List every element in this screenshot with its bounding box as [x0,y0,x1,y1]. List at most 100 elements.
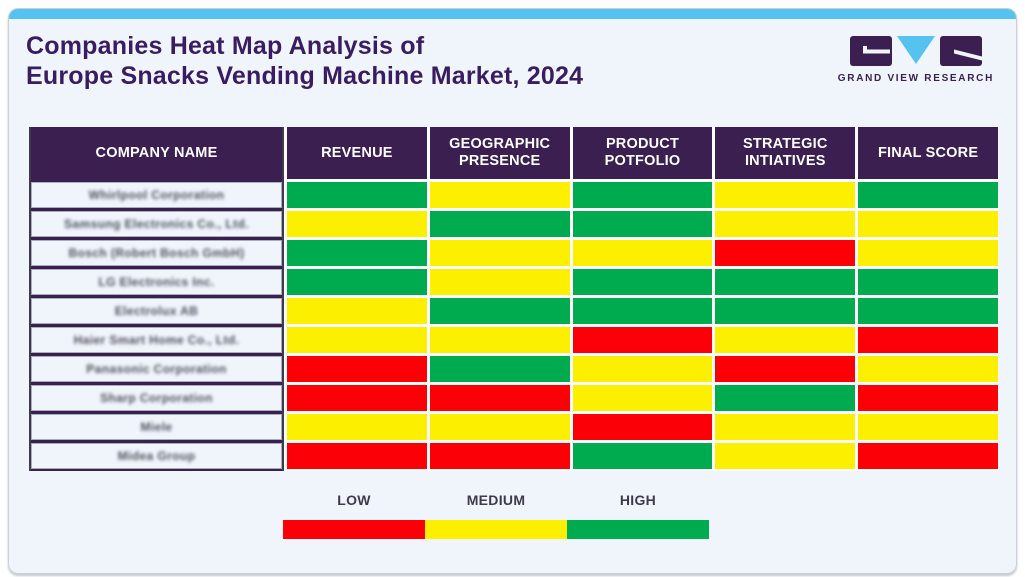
company-name: Whirlpool Corporation [88,188,225,202]
heat-cell-high [572,211,713,237]
company-name-cell: Midea Group [31,440,282,471]
company-name: Samsung Electronics Co., Ltd. [64,217,249,231]
heat-cell-medium [287,414,427,440]
title-line-2: Europe Snacks Vending Machine Market, 20… [26,62,584,90]
heat-cell-high [572,443,713,469]
company-name: Electrolux AB [114,304,199,318]
heat-cell-high [858,269,998,295]
company-name: LG Electronics Inc. [98,275,215,289]
company-name-cell: LG Electronics Inc. [31,266,282,295]
heat-cell-low [715,240,856,266]
heat-cell-medium [715,211,856,237]
heat-cell-medium [429,182,570,208]
heat-cell-low [572,327,713,353]
heat-cell-medium [287,327,427,353]
heat-cell-low [858,327,998,353]
heat-cell-medium [429,240,570,266]
company-name: Sharp Corporation [100,391,213,405]
heat-cell-high [287,269,427,295]
legend: LOW MEDIUM HIGH [283,492,709,539]
heat-cell-medium [572,240,713,266]
heat-cell-high [429,298,570,324]
heat-cell-low [715,356,856,382]
heat-cell-medium [429,414,570,440]
company-column: COMPANY NAME Whirlpool Corporation Samsun… [29,127,284,471]
legend-label-medium: MEDIUM [466,492,526,508]
company-name: Panasonic Corporation [86,362,227,376]
logo-text: GRAND VIEW RESEARCH [837,73,994,84]
heat-cell-high [429,356,570,382]
heat-cell-medium [715,182,856,208]
heat-cell-medium [858,414,998,440]
company-name-cell: Whirlpool Corporation [31,179,282,208]
heat-cell-low [858,385,998,411]
heat-cell-low [287,356,427,382]
heat-cell-medium [287,211,427,237]
column-header: FINAL SCORE [858,127,998,179]
legend-label-low: LOW [337,492,371,508]
heat-cell-high [287,240,427,266]
heat-cell-low [429,385,570,411]
company-name: Bosch (Robert Bosch GmbH) [68,246,245,260]
heat-cell-high [858,298,998,324]
company-name-cell: Samsung Electronics Co., Ltd. [31,208,282,237]
heat-cell-high [715,298,856,324]
heat-cell-medium [287,298,427,324]
column-header: PRODUCT POTFOLIO [572,127,713,179]
heat-cell-low [287,385,427,411]
company-name: Haier Smart Home Co., Ltd. [73,333,240,347]
legend-label-high: HIGH [619,492,657,508]
heat-cell-high [715,385,856,411]
heatmap-table: COMPANY NAME Whirlpool Corporation Samsun… [29,127,998,471]
title-line-1: Companies Heat Map Analysis of [26,32,425,60]
heat-cell-high [572,298,713,324]
gvr-logo: GRAND VIEW RESEARCH [838,36,994,84]
logo-g-icon [849,36,892,66]
logo-r-icon [939,36,982,66]
heat-cell-low [572,414,713,440]
legend-labels: LOW MEDIUM HIGH [283,492,709,508]
column-header-company: COMPANY NAME [31,127,282,179]
company-name-cell: Haier Smart Home Co., Ltd. [31,324,282,353]
company-name-cell: Panasonic Corporation [31,353,282,382]
heat-cell-medium [572,356,713,382]
card-header: Companies Heat Map Analysis of Europe Sn… [9,19,1016,91]
gvr-logo-glyphs [849,36,982,68]
legend-swatch-medium [425,520,567,539]
legend-bar [283,520,709,539]
heat-cell-high [287,182,427,208]
company-name: Midea Group [117,449,196,463]
legend-swatch-low [283,520,425,539]
heat-cell-low [429,443,570,469]
company-name-cell: Sharp Corporation [31,382,282,411]
heat-cell-high [715,269,856,295]
company-name: Miele [140,420,173,434]
legend-swatch-high [567,520,709,539]
heat-cell-medium [715,327,856,353]
company-name-cell: Bosch (Robert Bosch GmbH) [31,237,282,266]
heat-cell-low [858,443,998,469]
column-header: GEOGRAPHIC PRESENCE [429,127,570,179]
company-name-cell: Miele [31,411,282,440]
heat-cell-medium [429,269,570,295]
heat-cell-medium [858,211,998,237]
heat-cell-medium [858,356,998,382]
heat-cell-high [572,182,713,208]
heat-cell-high [572,269,713,295]
top-accent-bar [9,9,1016,19]
heat-cell-medium [572,385,713,411]
column-header: STRATEGIC INTIATIVES [715,127,856,179]
column-header: REVENUE [287,127,427,179]
company-name-cell: Electrolux AB [31,295,282,324]
heat-cell-low [287,443,427,469]
page-title: Companies Heat Map Analysis of Europe Sn… [26,31,583,91]
heat-cell-medium [715,443,856,469]
logo-v-icon [896,36,935,64]
heat-cell-high [429,211,570,237]
heat-grid: REVENUE GEOGRAPHIC PRESENCE PRODUCT POTFOL… [287,127,998,471]
heat-cell-high [858,182,998,208]
heat-cell-medium [858,240,998,266]
heat-cell-medium [715,414,856,440]
infographic-card: Companies Heat Map Analysis of Europe Sn… [8,8,1017,574]
